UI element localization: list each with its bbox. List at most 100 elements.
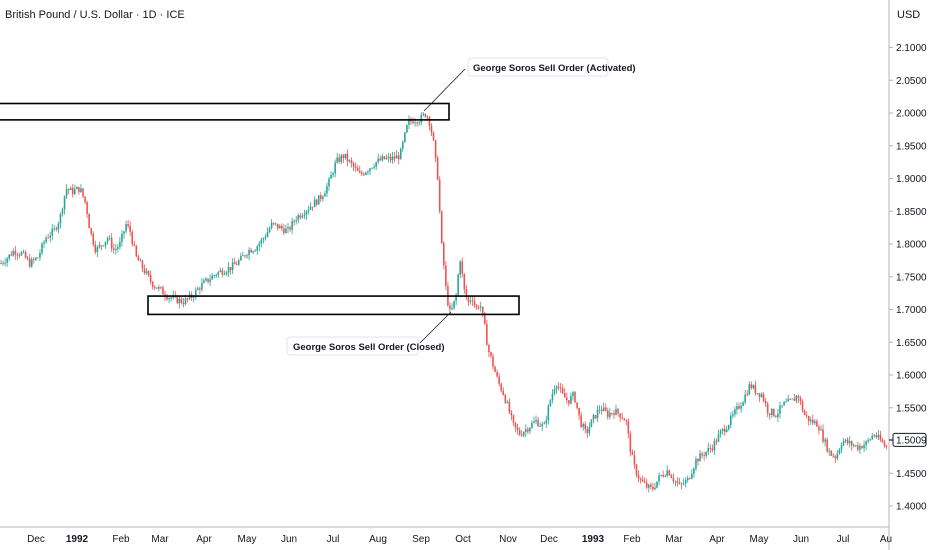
candle-body — [568, 400, 570, 404]
candle-body — [330, 175, 332, 179]
candle-body — [572, 392, 574, 396]
candle-body — [713, 440, 716, 451]
candle-body — [484, 313, 486, 325]
currency-label[interactable]: USD — [897, 9, 920, 21]
candle-body — [260, 239, 263, 244]
candle-body — [139, 260, 142, 262]
candle-body — [240, 255, 242, 261]
candle-body — [418, 122, 420, 124]
candle-body — [45, 237, 47, 243]
candle-body — [824, 439, 826, 442]
time-tick-label: May — [750, 534, 769, 545]
candle-body — [832, 455, 835, 457]
candle-body — [867, 440, 869, 442]
candle-body — [305, 211, 308, 215]
closed-zone-box[interactable] — [147, 295, 520, 316]
candle-body — [377, 158, 379, 162]
candle-body — [315, 199, 318, 205]
candle-body — [803, 411, 806, 416]
candle-body — [684, 480, 687, 484]
candle-body — [742, 402, 744, 406]
closed-callout-box[interactable] — [286, 336, 419, 356]
candle-body — [192, 297, 195, 299]
candle-body — [846, 439, 849, 444]
candle-body — [287, 227, 289, 229]
candle-body — [55, 228, 58, 230]
candle-body — [115, 248, 117, 251]
candle-body — [399, 148, 402, 160]
candle-body — [408, 119, 410, 125]
candle-body — [600, 409, 603, 411]
candle-body — [816, 421, 818, 427]
candle-body — [777, 413, 779, 418]
candle-body — [691, 473, 693, 479]
candle-body — [112, 248, 115, 251]
candle-body — [416, 122, 418, 124]
candle-body — [807, 415, 810, 422]
candle-body — [615, 408, 617, 415]
candle-body — [719, 430, 722, 435]
candle-body — [76, 187, 78, 190]
candle-body — [617, 408, 619, 414]
candle-body — [506, 402, 509, 403]
candle-body — [153, 287, 156, 288]
time-tick-label: Dec — [27, 534, 45, 545]
candle-body — [590, 419, 593, 428]
candle-body — [611, 412, 613, 414]
candle-body — [727, 425, 730, 430]
candle-body — [879, 434, 882, 441]
candle-body — [477, 307, 480, 309]
candle-body — [754, 385, 757, 394]
candle-body — [625, 420, 628, 422]
candle-body — [381, 156, 384, 161]
candle-body — [877, 434, 880, 438]
activated-zone-box[interactable] — [0, 102, 450, 121]
candle-body — [697, 458, 699, 462]
time-axis[interactable]: Dec 1992 Feb Mar Apr May Jun Jul Aug Sep Oct Nov Dec… — [27, 534, 892, 545]
activated-callout-box[interactable] — [467, 57, 609, 77]
candle-body — [869, 439, 871, 441]
candle-body — [662, 474, 664, 477]
candle-body — [303, 214, 306, 216]
candle-body — [455, 294, 457, 301]
candle-body — [865, 441, 867, 446]
candle-body — [254, 250, 256, 252]
candle-body — [84, 196, 86, 203]
candle-body — [63, 195, 66, 210]
candle-body — [758, 393, 761, 397]
candle-body — [328, 178, 330, 187]
price-axis[interactable]: 2.1000 2.0500 2.0000 1.9500 1.9000 1.8500 1.80… — [889, 43, 927, 513]
candle-body — [518, 429, 521, 435]
candle-body — [379, 158, 382, 161]
candle-body — [453, 300, 455, 309]
candle-body — [352, 163, 355, 167]
candle-body — [162, 287, 164, 295]
candle-body — [217, 271, 220, 275]
candle-body — [842, 441, 845, 445]
candle-body — [574, 392, 576, 403]
candle-body — [229, 266, 232, 271]
candle-body — [33, 259, 35, 260]
candle-body — [461, 261, 464, 274]
candle-body — [375, 161, 377, 167]
candle-body — [492, 356, 494, 367]
candle-body — [170, 297, 172, 299]
candle-body — [436, 157, 439, 180]
candle-body — [500, 383, 502, 391]
time-tick-label: 1992 — [66, 534, 89, 545]
candle-body — [873, 435, 876, 437]
candle-body — [779, 405, 781, 414]
candle-body — [258, 243, 261, 247]
candle-body — [514, 422, 517, 428]
candle-body — [332, 173, 334, 176]
candle-body — [859, 446, 861, 450]
candles-series — [0, 112, 888, 493]
time-tick-label: Aug — [369, 534, 387, 545]
candle-body — [508, 402, 511, 413]
candle-body — [510, 412, 513, 416]
candle-body — [2, 262, 4, 264]
candle-body — [783, 401, 785, 406]
candle-body — [855, 445, 857, 447]
last-price-tag[interactable] — [892, 432, 927, 447]
